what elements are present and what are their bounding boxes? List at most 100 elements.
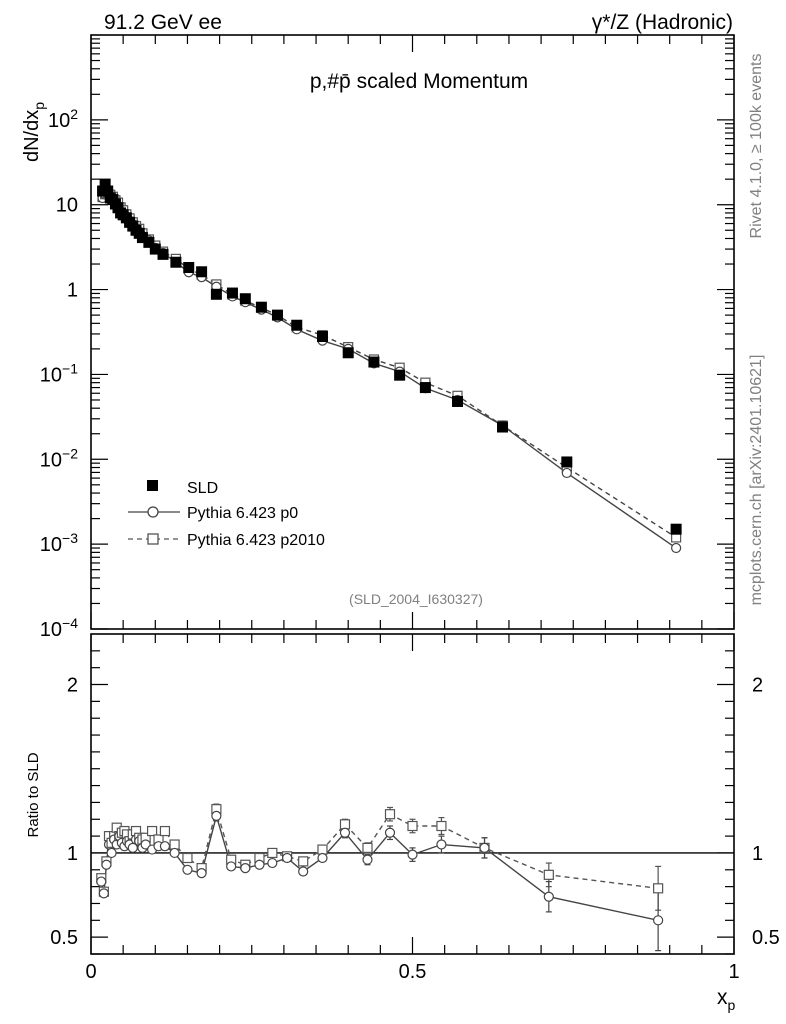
sld-point	[157, 248, 169, 260]
ratio-p0-point	[479, 842, 490, 853]
legend-p2010-label: Pythia 6.423 p2010	[187, 532, 325, 549]
ratio-axis-ticks	[90, 634, 735, 955]
ratio-p0-point	[182, 864, 193, 875]
ratio-p0-point	[317, 852, 328, 864]
x-axis-title: xp	[717, 986, 736, 1013]
ratio-p2010-point	[543, 869, 554, 880]
sld-point	[394, 369, 406, 381]
sld-point	[497, 421, 509, 433]
y-tick-label: 10−1	[40, 360, 78, 386]
ratio-p2010-point	[298, 856, 309, 867]
ratio-x-tick-labels: 0 0.5 1	[85, 961, 739, 983]
ratio-p2010-point	[267, 847, 278, 859]
ratio-p0-point	[384, 827, 396, 838]
ratio-p2010-point	[317, 844, 328, 855]
sld-point	[271, 309, 283, 321]
ratio-p2010-line	[100, 806, 659, 892]
ratio-p0-point	[298, 866, 309, 877]
ratio-p0-point	[240, 863, 251, 874]
sld-point	[419, 382, 431, 394]
ratio-p2010-point	[339, 819, 351, 830]
ratio-p0-point	[98, 888, 109, 899]
main-y-tick-labels: 10−4 10−3 10−2 10−1 1 10 102	[40, 106, 78, 641]
sld-point	[99, 178, 111, 190]
sld-point	[291, 319, 303, 331]
chart-title: p,#p̄ scaled Momentum	[310, 70, 528, 93]
ratio-y-tick-label-left: 2	[67, 675, 78, 697]
main-y-axis-title: dN/dxp	[21, 102, 47, 162]
ratio-p0-point	[106, 847, 117, 859]
ratio-p0-point	[226, 861, 237, 872]
ratio-p0-point	[282, 852, 293, 864]
ratio-y-tick-label-left: 0.5	[50, 927, 78, 949]
ratio-p0-point	[407, 849, 418, 860]
legend-sld-marker	[147, 480, 158, 491]
sld-point	[196, 266, 208, 278]
header-process-label: γ*/Z (Hadronic)	[592, 11, 733, 34]
sld-point	[452, 395, 464, 407]
sld-point	[561, 456, 573, 468]
y-tick-label: 10−4	[40, 615, 78, 641]
sld-point	[316, 330, 328, 342]
ratio-p0-point	[362, 854, 373, 865]
ratio-p0-point	[196, 868, 207, 879]
sld-point	[255, 301, 267, 313]
ratio-y-tick-label-right: 1	[752, 843, 763, 865]
ratio-p0-point	[254, 859, 265, 870]
y-tick-label: 10−3	[40, 530, 78, 556]
ratio-p0-point	[159, 841, 171, 852]
ratio-plot-frame	[90, 633, 735, 955]
ratio-p0-point	[267, 857, 278, 869]
sld-point	[342, 347, 354, 359]
y-tick-label: 1	[67, 280, 78, 302]
ratio-p0-point	[436, 839, 447, 850]
ratio-y-axis-title: Ratio to SLD	[25, 752, 42, 837]
sld-point	[102, 185, 114, 197]
sld-point	[670, 523, 682, 535]
ratio-p2010-point	[384, 809, 396, 820]
ratio-p0-point	[211, 810, 222, 821]
sld-point	[368, 356, 380, 368]
ratio-p0-point	[543, 891, 554, 902]
main-axis-ticks	[90, 35, 735, 630]
y-tick-label: 10	[56, 195, 78, 217]
ratio-p2010-point	[146, 825, 158, 837]
ratio-p0-point	[169, 847, 180, 859]
y-tick-label: 102	[48, 106, 78, 132]
legend-p0-label: Pythia 6.423 p0	[187, 505, 298, 522]
legend-sld-label: SLD	[187, 480, 218, 497]
mcplots-source-label: mcplots.cern.ch [arXiv:2401.10621]	[748, 355, 765, 606]
ratio-p2010-point	[169, 839, 180, 850]
legend-p2010-marker	[147, 533, 159, 545]
ratio-y-tick-label-left: 1	[67, 843, 78, 865]
p0-point	[561, 467, 572, 479]
x-tick-label: 0.5	[399, 961, 427, 983]
legend: SLD Pythia 6.423 p0 Pythia 6.423 p2010	[128, 480, 325, 549]
rivet-version-label: Rivet 4.1.0, ≥ 100k events	[748, 54, 765, 239]
sld-point	[170, 256, 182, 268]
header-energy-label: 91.2 GeV ee	[104, 11, 222, 34]
ratio-y-tick-label-right: 0.5	[752, 927, 780, 949]
ratio-p0-point	[101, 859, 112, 870]
y-tick-label: 10−2	[40, 445, 78, 471]
analysis-id-label: (SLD_2004_I630327)	[349, 591, 483, 607]
sld-point	[239, 293, 251, 305]
ratio-p2010-point	[362, 842, 373, 853]
ratio-p0-point	[653, 915, 664, 926]
ratio-p0-point	[96, 876, 107, 887]
sld-point	[149, 243, 161, 255]
ratio-p2010-point	[182, 852, 193, 864]
ratio-p0-point	[339, 827, 351, 838]
svg-text:dN/dxp: dN/dxp	[21, 102, 47, 162]
sld-point	[143, 236, 155, 248]
x-tick-label: 1	[728, 961, 739, 983]
sld-point	[210, 288, 222, 300]
main-series-group	[97, 178, 682, 554]
ratio-p2010-point	[159, 825, 171, 837]
ratio-p2010-point	[436, 820, 447, 832]
sld-point	[136, 232, 148, 244]
sld-point	[183, 262, 195, 274]
p0-point	[671, 542, 682, 554]
ratio-p2010-point	[407, 820, 418, 832]
